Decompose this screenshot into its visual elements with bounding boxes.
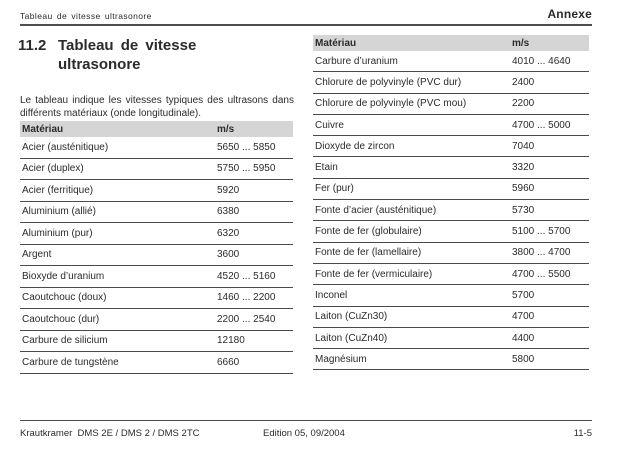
- material-cell: Fer (pur): [313, 178, 512, 201]
- value-cell: 4520 ... 5160: [217, 265, 293, 288]
- table-row: Carbure de tungstène 6660: [20, 351, 293, 374]
- table-row: Cuivre 4700 ... 5000: [313, 114, 589, 137]
- section-number: 11.2: [18, 37, 47, 54]
- material-cell: Acier (austénitique): [20, 137, 217, 159]
- material-cell: Fonte de fer (globulaire): [313, 220, 512, 243]
- material-cell: Carbure de silicium: [20, 330, 217, 352]
- value-cell: 5650 ... 5850: [217, 137, 293, 159]
- material-cell: Argent: [20, 244, 217, 266]
- material-cell: Laiton (CuZn30): [313, 306, 512, 328]
- material-cell: Fonte d’acier (austénitique): [313, 199, 512, 222]
- table-row: Magnésium 5800: [313, 348, 589, 371]
- value-cell: 5960: [512, 178, 589, 201]
- value-cell: 4700 ... 5500: [512, 263, 589, 286]
- value-cell: 5100 ... 5700: [512, 220, 589, 243]
- footer-page-number: 11-5: [573, 428, 592, 439]
- value-cell: 1460 ... 2200: [217, 287, 293, 309]
- intro-paragraph: Le tableau indique les vitesses typiques…: [20, 95, 294, 119]
- value-cell: 5750 ... 5950: [217, 158, 293, 180]
- table-row: Fonte de fer (globulaire) 5100 ... 5700: [313, 220, 589, 243]
- material-cell: Chlorure de polyvinyle (PVC dur): [313, 71, 512, 94]
- table-row: Acier (duplex) 5750 ... 5950: [20, 158, 293, 180]
- table-row: Fonte de fer (lamellaire) 3800 ... 4700: [313, 242, 589, 264]
- value-cell: 2400: [512, 71, 589, 94]
- column-header-material: Matériau: [313, 35, 512, 51]
- table-row: Etain 3320: [313, 156, 589, 179]
- table-row: Laiton (CuZn30) 4700: [313, 306, 589, 328]
- table-row: Caoutchouc (dur) 2200 ... 2540: [20, 308, 293, 331]
- material-cell: Caoutchouc (dur): [20, 308, 217, 331]
- table-row: Carbure d’uranium 4010 ... 4640: [313, 51, 589, 73]
- value-cell: 3320: [512, 156, 589, 179]
- material-cell: Caoutchouc (doux): [20, 287, 217, 309]
- table-row: Fonte d’acier (austénitique) 5730: [313, 199, 589, 222]
- table-header-row: Matériau m/s: [313, 35, 589, 51]
- table-row: Bioxyde d’uranium 4520 ... 5160: [20, 265, 293, 288]
- footer-edition: Edition 05, 09/2004: [263, 428, 345, 439]
- material-cell: Magnésium: [313, 348, 512, 371]
- table-row: Acier (ferritique) 5920: [20, 179, 293, 202]
- value-cell: 5800: [512, 348, 589, 371]
- material-cell: Aluminium (pur): [20, 222, 217, 245]
- velocity-table-left: Matériau m/s Acier (austénitique) 5650 ... …: [20, 121, 293, 374]
- material-cell: Etain: [313, 156, 512, 179]
- value-cell: 12180: [217, 330, 293, 352]
- value-cell: 4700 ... 5000: [512, 114, 589, 137]
- material-cell: Dioxyde de zircon: [313, 135, 512, 158]
- footer-device-name: Krautkramer DMS 2E / DMS 2 / DMS 2TC: [20, 428, 200, 439]
- table-row: Caoutchouc (doux) 1460 ... 2200: [20, 287, 293, 309]
- value-cell: 4400: [512, 327, 589, 350]
- column-header-material: Matériau: [20, 121, 217, 137]
- section-title-text: Tableau de vitesse ultrasonore: [58, 37, 197, 73]
- table-row: Fer (pur) 5960: [313, 178, 589, 201]
- material-cell: Fonte de fer (lamellaire): [313, 242, 512, 264]
- material-cell: Inconel: [313, 284, 512, 307]
- value-cell: 4700: [512, 306, 589, 328]
- value-cell: 6320: [217, 222, 293, 245]
- material-cell: Acier (ferritique): [20, 179, 217, 202]
- column-header-unit: m/s: [512, 35, 589, 51]
- table-row: Inconel 5700: [313, 284, 589, 307]
- table-row: Laiton (CuZn40) 4400: [313, 327, 589, 350]
- material-cell: Fonte de fer (vermiculaire): [313, 263, 512, 286]
- table-row: Carbure de silicium 12180: [20, 330, 293, 352]
- material-cell: Aluminium (allié): [20, 201, 217, 223]
- footer-rule: [20, 420, 592, 421]
- material-cell: Carbure d’uranium: [313, 51, 512, 73]
- material-cell: Acier (duplex): [20, 158, 217, 180]
- value-cell: 2200: [512, 93, 589, 115]
- value-cell: 2200 ... 2540: [217, 308, 293, 331]
- table-row: Aluminium (pur) 6320: [20, 222, 293, 245]
- value-cell: 5920: [217, 179, 293, 202]
- value-cell: 6660: [217, 351, 293, 374]
- value-cell: 3800 ... 4700: [512, 242, 589, 264]
- value-cell: 4010 ... 4640: [512, 51, 589, 73]
- table-row: Argent 3600: [20, 244, 293, 266]
- material-cell: Bioxyde d’uranium: [20, 265, 217, 288]
- material-cell: Laiton (CuZn40): [313, 327, 512, 350]
- table-row: Chlorure de polyvinyle (PVC dur) 2400: [313, 71, 589, 94]
- running-header-section: Annexe: [547, 7, 592, 21]
- material-cell: Carbure de tungstène: [20, 351, 217, 374]
- running-header-chapter: Tableau de vitesse ultrasonore: [20, 11, 152, 21]
- footer: Krautkramer DMS 2E / DMS 2 / DMS 2TC Edi…: [20, 428, 592, 442]
- table-row: Aluminium (allié) 6380: [20, 201, 293, 223]
- value-cell: 3600: [217, 244, 293, 266]
- table-header-row: Matériau m/s: [20, 121, 293, 137]
- table-row: Chlorure de polyvinyle (PVC mou) 2200: [313, 93, 589, 115]
- value-cell: 5730: [512, 199, 589, 222]
- column-header-unit: m/s: [217, 121, 293, 137]
- table-row: Fonte de fer (vermiculaire) 4700 ... 5500: [313, 263, 589, 286]
- table-row: Acier (austénitique) 5650 ... 5850: [20, 137, 293, 159]
- material-cell: Cuivre: [313, 114, 512, 137]
- velocity-table-right: Matériau m/s Carbure d’uranium 4010 ... 464…: [313, 35, 589, 371]
- table-row: Dioxyde de zircon 7040: [313, 135, 589, 158]
- value-cell: 6380: [217, 201, 293, 223]
- running-header: Tableau de vitesse ultrasonore Annexe: [20, 7, 592, 26]
- material-cell: Chlorure de polyvinyle (PVC mou): [313, 93, 512, 115]
- value-cell: 5700: [512, 284, 589, 307]
- section-title: 11.2 Tableau de vitesse ultrasonore: [18, 36, 230, 74]
- value-cell: 7040: [512, 135, 589, 158]
